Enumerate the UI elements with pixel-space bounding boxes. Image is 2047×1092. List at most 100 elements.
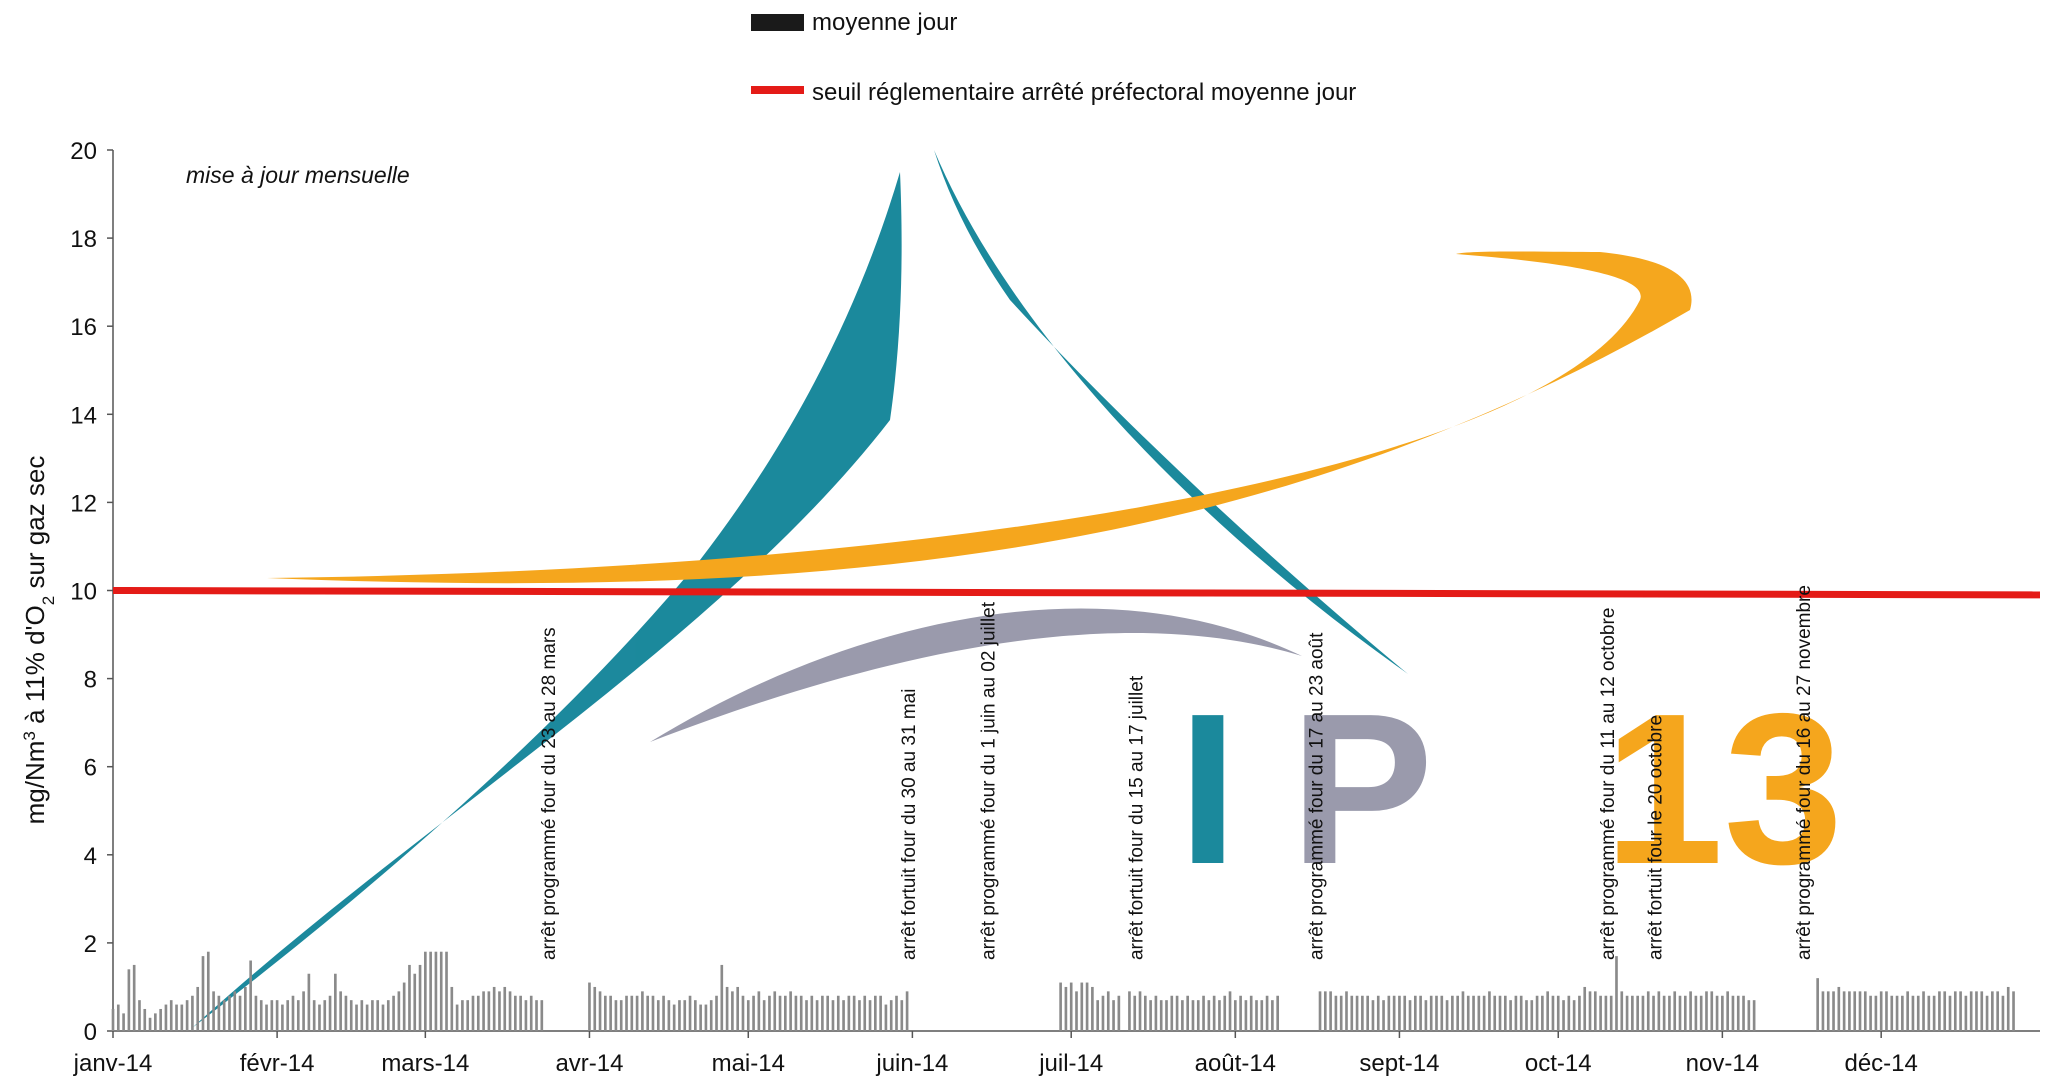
bar-day-287 <box>1625 995 1629 1031</box>
bar-day-74 <box>498 991 501 1031</box>
bar-day-238 <box>1366 995 1369 1031</box>
x-tick-label-7: août-14 <box>1195 1050 1276 1077</box>
bar-day-221 <box>1276 995 1279 1031</box>
bar-day-331 <box>1858 991 1862 1031</box>
bar-day-309 <box>1742 995 1745 1031</box>
x-tick-label-4: mai-14 <box>712 1050 785 1077</box>
bar-day-16 <box>191 995 194 1031</box>
bar-day-10 <box>159 1008 162 1031</box>
bar-day-24 <box>233 991 237 1031</box>
y-axis-title-part-3: sur gaz sec <box>20 456 50 596</box>
bar-day-249 <box>1424 1000 1428 1031</box>
threshold-line <box>112 587 2041 599</box>
bar-day-97 <box>619 1000 623 1031</box>
bar-day-81 <box>535 1000 538 1031</box>
bar-day-48 <box>360 1000 364 1031</box>
bar-day-332 <box>1863 991 1867 1031</box>
bar-day-245 <box>1403 995 1407 1031</box>
x-tick-label-0: janv-14 <box>73 1050 153 1077</box>
bar-day-80 <box>529 995 533 1031</box>
bar-day-197 <box>1149 1000 1152 1031</box>
bar-day-1 <box>111 1008 115 1031</box>
bar-day-140 <box>847 995 851 1031</box>
bar-day-293 <box>1657 991 1661 1031</box>
bar-day-253 <box>1445 1000 1449 1031</box>
bar-day-73 <box>492 986 496 1031</box>
annotation-3: arrêt fortuit four du 15 au 17 juillet <box>1127 675 1148 960</box>
bar-day-217 <box>1255 1000 1258 1031</box>
bar-day-207 <box>1202 995 1205 1031</box>
bar-day-139 <box>842 1000 845 1031</box>
bar-day-114 <box>709 1000 713 1031</box>
bar-day-59 <box>418 964 422 1031</box>
bar-day-216 <box>1249 995 1253 1031</box>
bar-day-148 <box>889 1000 893 1031</box>
bar-day-335 <box>1879 991 1883 1031</box>
bar-day-289 <box>1636 995 1639 1031</box>
bar-day-243 <box>1392 995 1396 1031</box>
bar-day-300 <box>1694 995 1698 1031</box>
bar-day-298 <box>1683 995 1687 1031</box>
bar-day-325 <box>1826 991 1830 1031</box>
bar-day-101 <box>641 991 644 1031</box>
bar-day-279 <box>1583 986 1587 1031</box>
bar-day-26 <box>244 986 247 1031</box>
bar-day-118 <box>731 991 734 1031</box>
bar-day-7 <box>143 1008 147 1031</box>
bar-day-208 <box>1207 1000 1211 1031</box>
bar-day-127 <box>778 995 782 1031</box>
bar-day-93 <box>598 991 602 1031</box>
annotation-1: arrêt fortuit four du 30 au 31 mai <box>899 689 920 960</box>
bar-day-292 <box>1652 995 1655 1031</box>
bar-day-144 <box>868 1000 872 1031</box>
bar-day-334 <box>1874 995 1878 1031</box>
bar-day-15 <box>185 1000 189 1031</box>
bar-day-258 <box>1472 995 1475 1031</box>
bar-day-14 <box>180 1004 184 1031</box>
bar-day-345 <box>1932 995 1936 1031</box>
bar-day-271 <box>1541 995 1544 1031</box>
bar-day-272 <box>1546 991 1549 1031</box>
bar-day-302 <box>1705 991 1708 1031</box>
bar-day-205 <box>1191 1000 1195 1031</box>
legend-label-seuil: seuil réglementaire arrêté préfectoral m… <box>812 79 1356 106</box>
bar-day-246 <box>1408 1000 1412 1031</box>
bar-day-211 <box>1223 995 1227 1031</box>
bar-day-6 <box>138 1000 141 1031</box>
bar-day-198 <box>1154 995 1158 1031</box>
bar-day-67 <box>461 1000 464 1031</box>
bar-day-290 <box>1641 995 1645 1031</box>
bar-day-255 <box>1456 995 1459 1031</box>
bar-day-241 <box>1382 1000 1385 1031</box>
bar-day-307 <box>1731 995 1735 1031</box>
bar-day-333 <box>1869 995 1872 1031</box>
bar-day-195 <box>1138 991 1142 1031</box>
bar-day-353 <box>1975 991 1978 1031</box>
bar-day-37 <box>302 991 305 1031</box>
bar-day-310 <box>1747 1000 1751 1031</box>
bar-day-329 <box>1848 991 1851 1031</box>
bar-day-95 <box>609 995 612 1031</box>
legend-swatch-moyenne-jour <box>751 14 804 31</box>
bar-day-76 <box>508 991 512 1031</box>
bar-day-281 <box>1593 991 1597 1031</box>
bar-day-64 <box>445 951 448 1031</box>
bar-day-282 <box>1599 995 1602 1031</box>
bar-day-25 <box>238 995 242 1031</box>
x-tick-label-1: févr-14 <box>240 1050 315 1077</box>
bar-day-339 <box>1901 995 1904 1031</box>
bar-day-110 <box>688 995 692 1031</box>
bar-day-346 <box>1938 991 1941 1031</box>
bar-day-33 <box>281 1004 284 1031</box>
bar-day-141 <box>852 995 856 1031</box>
bar-day-230 <box>1323 991 1327 1031</box>
y-axis-title-subscript: 2 <box>39 596 58 605</box>
bar-day-56 <box>402 982 406 1031</box>
bar-day-189 <box>1106 991 1110 1031</box>
bar-day-274 <box>1556 995 1560 1031</box>
bar-day-65 <box>450 986 454 1031</box>
bar-day-116 <box>720 964 724 1031</box>
bar-day-19 <box>206 951 210 1031</box>
bar-day-190 <box>1112 1000 1115 1031</box>
bar-day-69 <box>471 995 475 1031</box>
